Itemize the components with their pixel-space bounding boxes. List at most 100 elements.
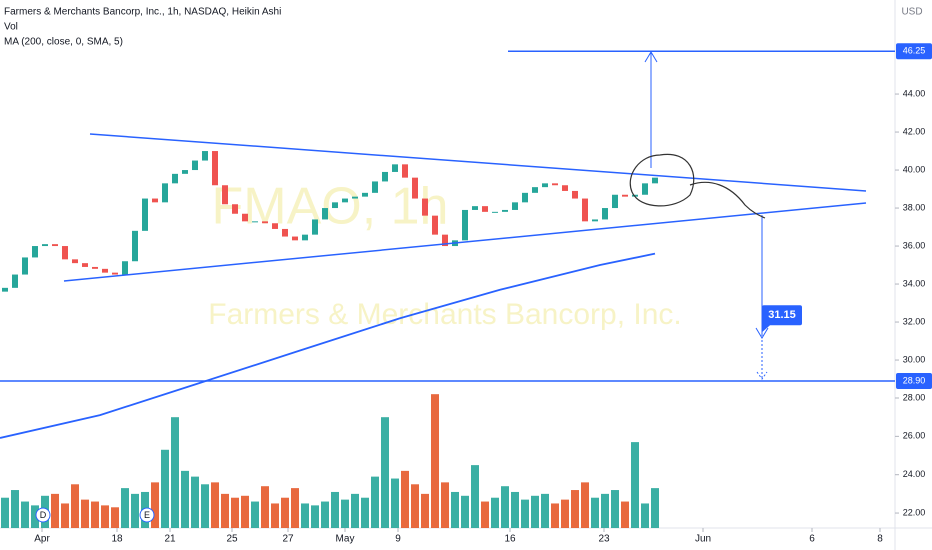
volume-bar <box>461 495 469 528</box>
watermark: FMAO, 1h <box>212 178 449 236</box>
candle <box>402 164 408 178</box>
ma-line <box>0 252 656 439</box>
candle <box>512 202 518 210</box>
volume-bar <box>231 497 239 528</box>
candle <box>522 192 528 203</box>
volume-bar <box>351 493 359 528</box>
candle <box>252 221 258 223</box>
volume-bar <box>311 505 319 528</box>
candle <box>502 209 508 212</box>
candle <box>622 194 628 197</box>
price-label-box <box>896 43 932 60</box>
price-label-box <box>896 372 932 389</box>
volume-bar <box>181 470 189 528</box>
marks <box>0 151 659 528</box>
candle <box>342 198 348 203</box>
y2-tick-label: 24.00 <box>903 469 926 479</box>
candle <box>122 261 128 275</box>
volume-legend: Vol <box>4 22 18 33</box>
candle <box>632 194 638 197</box>
volume-bar <box>491 497 499 528</box>
candle <box>242 213 248 222</box>
event-marker <box>35 507 51 523</box>
candle <box>222 185 228 205</box>
candle <box>162 183 168 203</box>
candle <box>362 192 368 197</box>
candle <box>132 230 138 262</box>
volume-bar <box>431 394 439 528</box>
price-label: 46.25 <box>903 46 926 56</box>
volume-bar <box>361 497 369 528</box>
volume-bar <box>481 501 489 528</box>
volume-bar <box>511 491 519 528</box>
volume-bar <box>261 486 269 528</box>
candle <box>592 219 598 222</box>
currency: USD <box>901 7 922 18</box>
volume-bar <box>191 476 199 528</box>
volume-bar <box>551 503 559 528</box>
volume-bar <box>321 501 329 528</box>
candle <box>42 244 48 247</box>
candle <box>572 190 578 199</box>
x-tick-label: 8 <box>877 534 883 545</box>
x-tick-label: Jun <box>695 534 711 545</box>
volume-bar <box>591 497 599 528</box>
x-tick-label: Apr <box>34 534 50 545</box>
candle <box>562 185 568 191</box>
volume-bar <box>131 493 139 528</box>
volume-bar <box>151 482 159 528</box>
event-label: E <box>144 510 150 520</box>
candle <box>462 209 468 241</box>
candle <box>52 244 58 247</box>
candle <box>382 171 388 182</box>
volume-bar <box>331 491 339 528</box>
volume-bar <box>601 493 609 528</box>
x-tick-label: 18 <box>111 534 123 545</box>
candle <box>72 259 78 264</box>
volume-bar <box>371 476 379 528</box>
volume-bar <box>631 442 639 528</box>
volume-bar <box>641 503 649 528</box>
candle <box>332 202 338 209</box>
volume-bar <box>121 488 129 528</box>
candle <box>642 183 648 195</box>
volume-bar <box>271 503 279 528</box>
candle <box>372 181 378 193</box>
candle <box>32 246 38 258</box>
candle <box>422 198 428 216</box>
volume-bar <box>401 470 409 528</box>
candle <box>352 196 358 199</box>
y-tick-label: 32.00 <box>903 316 926 326</box>
candle <box>172 173 178 184</box>
y-tick-label: 38.00 <box>903 202 926 212</box>
candle <box>442 234 448 247</box>
trend-line <box>89 133 867 192</box>
candle <box>322 208 328 220</box>
x-tick-label: 6 <box>809 534 815 545</box>
y2-tick-label: 28.00 <box>903 392 926 402</box>
ma-legend: MA (200, close, 0, SMA, 5) <box>4 37 123 48</box>
volume-bar <box>581 482 589 528</box>
volume-bar <box>81 499 89 528</box>
candle <box>182 170 188 174</box>
volume-bar <box>571 490 579 528</box>
chart-title: Farmers & Merchants Bancorp, Inc., 1h, N… <box>4 7 281 18</box>
volume-bar <box>91 501 99 528</box>
volume-bar <box>161 449 169 528</box>
target-box <box>762 305 802 326</box>
candle <box>102 268 108 273</box>
arrow-head <box>755 327 769 339</box>
volume-bar <box>61 503 69 528</box>
trend-line <box>63 202 867 282</box>
y-tick-label: 44.00 <box>903 88 926 98</box>
candle <box>2 287 8 292</box>
y-tick-label: 30.00 <box>903 354 926 364</box>
candle <box>652 177 658 184</box>
volume-bar <box>291 488 299 528</box>
volume-bar <box>221 493 229 528</box>
candle <box>152 198 158 203</box>
candle <box>552 183 558 186</box>
candle <box>212 151 218 186</box>
